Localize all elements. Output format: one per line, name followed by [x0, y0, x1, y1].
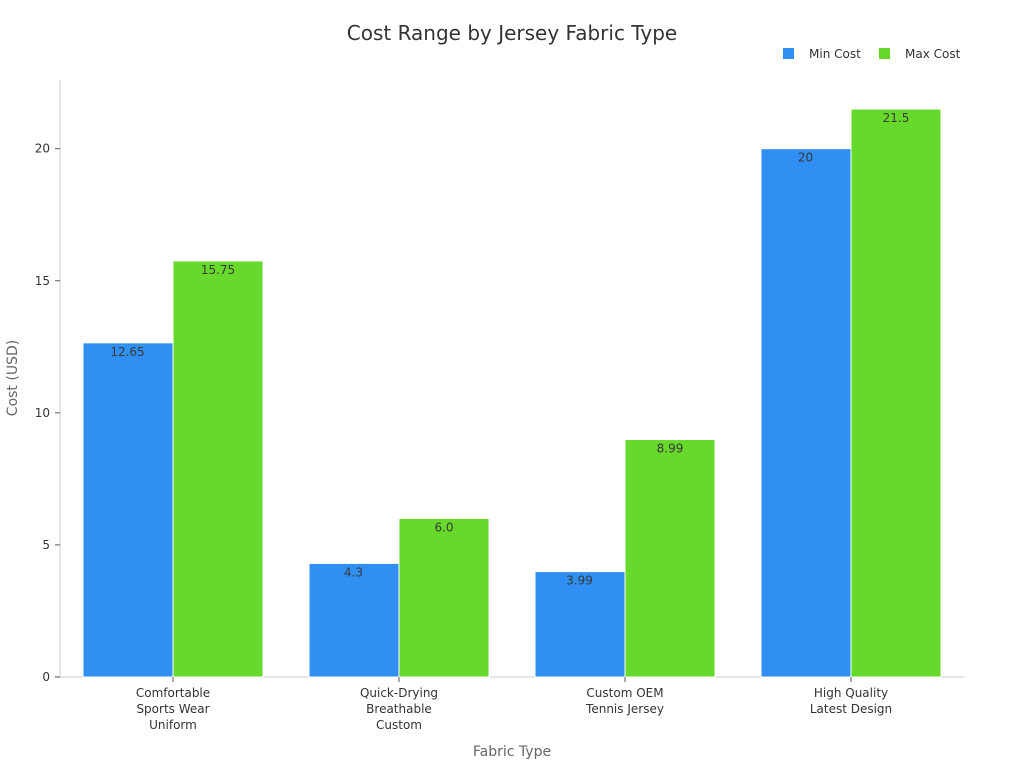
legend-swatch [783, 48, 794, 59]
x-tick-label: Quick-Drying [360, 686, 438, 700]
x-ticks: Comfortable Sports Wear Uniform Quick-Dryin… [136, 677, 892, 732]
bars [82, 108, 942, 678]
bar-value-label: 3.99 [566, 574, 593, 588]
bar-value-label: 6.0 [434, 521, 453, 535]
y-tick-label: 0 [42, 670, 50, 684]
bar-value-label: 20 [798, 151, 813, 165]
y-tick-label: 5 [42, 538, 50, 552]
x-tick-label: Tennis Jersey [585, 702, 664, 716]
max-cost-bar [850, 108, 942, 678]
x-tick-label: Custom [376, 718, 422, 732]
bar-value-label: 21.5 [883, 111, 910, 125]
y-ticks: 0 5 10 15 20 [35, 142, 60, 684]
y-axis-title: Cost (USD) [5, 340, 21, 416]
data-labels: 12.65 15.75 4.3 6.0 3.99 8.99 20 21.5 [110, 111, 909, 588]
bar-value-label: 12.65 [110, 345, 144, 359]
legend: Min Cost Max Cost [783, 47, 961, 61]
x-tick-label: Comfortable [136, 686, 210, 700]
legend-label: Max Cost [905, 47, 961, 61]
max-cost-bar [398, 518, 490, 678]
bar-value-label: 4.3 [344, 565, 363, 579]
max-cost-bar [172, 260, 264, 678]
legend-label: Min Cost [809, 47, 861, 61]
x-axis-title: Fabric Type [473, 744, 551, 760]
y-tick-label: 15 [35, 274, 50, 288]
min-cost-bar [308, 562, 400, 678]
x-tick-label: Sports Wear [136, 702, 209, 716]
chart-title: Cost Range by Jersey Fabric Type [347, 21, 678, 45]
min-cost-bar [82, 342, 174, 678]
x-tick-label: High Quality [814, 686, 888, 700]
min-cost-bar [760, 148, 852, 678]
x-tick-label: Breathable [366, 702, 432, 716]
bar-value-label: 8.99 [657, 442, 684, 456]
legend-swatch [879, 48, 890, 59]
x-tick-label: Latest Design [810, 702, 892, 716]
bar-value-label: 15.75 [201, 263, 235, 277]
y-tick-label: 10 [35, 406, 50, 420]
x-tick-label: Uniform [149, 718, 197, 732]
min-cost-bar [534, 571, 626, 678]
y-tick-label: 20 [35, 142, 50, 156]
max-cost-bar [624, 439, 716, 678]
x-tick-label: Custom OEM [586, 686, 663, 700]
